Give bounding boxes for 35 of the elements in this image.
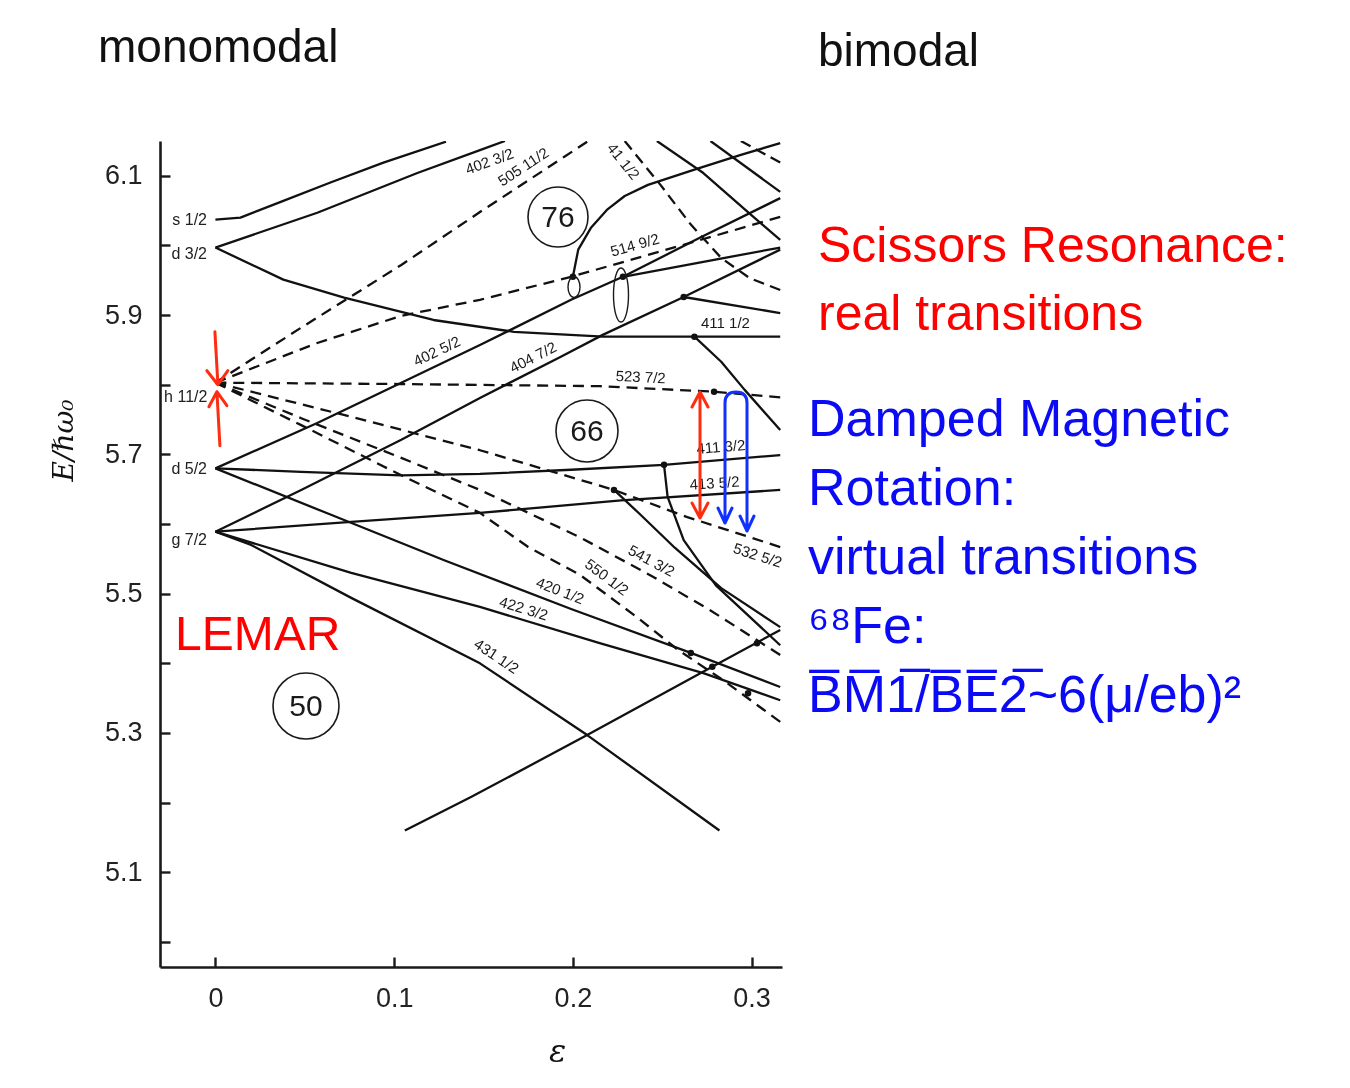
text: 41 1/2 xyxy=(603,139,644,183)
text: Scissors Resonance: real transitions xyxy=(818,217,1288,341)
annotation: h 11/2 xyxy=(164,387,208,405)
text: monomodal xyxy=(98,20,339,72)
y-tick-label: 6.1 xyxy=(104,160,143,191)
annotation: 50 xyxy=(289,689,323,722)
annotation: s 1/2 xyxy=(172,211,208,228)
x-axis-title: ε xyxy=(548,1031,567,1070)
y-tick-label: 5.9 xyxy=(104,299,143,330)
text: 514 9/2 xyxy=(608,229,662,260)
text: 402 5/2 xyxy=(410,332,463,370)
x-tick-label: 0 xyxy=(208,982,224,1013)
text: 541 3/2 xyxy=(625,541,678,580)
annotation: g 7/2 xyxy=(171,531,208,548)
text: 431 1/2 xyxy=(471,634,523,677)
annotation: d 5/2 xyxy=(171,460,208,477)
y-tick-label: 5.5 xyxy=(104,578,143,609)
x-tick-label: 0.3 xyxy=(733,982,771,1013)
annotation: LEMAR xyxy=(175,607,341,660)
text: 532 5/2 xyxy=(731,539,785,571)
text: bimodal xyxy=(818,24,980,76)
y-tick-label: 5.7 xyxy=(104,438,143,469)
y-axis-title: E/ℏω₀ xyxy=(46,399,80,483)
annotation: d 3/2 xyxy=(171,245,208,262)
annotation: 66 xyxy=(570,414,604,447)
series-label: 411 1/2 xyxy=(700,313,750,331)
y-tick-label: 5.3 xyxy=(104,717,143,748)
text: Damped Magnetic Rotation: virtual transitions ⁶⁸Fe: B̅M̅1̅/B̅E̅2̅~6(μ/eb)² xyxy=(808,389,1242,723)
series-label: 523 7/2 xyxy=(615,366,667,387)
x-tick-label: 0.2 xyxy=(554,982,593,1013)
y-tick-label: 5.1 xyxy=(104,856,143,887)
text: 422 3/2 xyxy=(497,592,551,624)
annotation: 76 xyxy=(541,200,575,233)
text: 404 7/2 xyxy=(506,338,559,376)
x-tick-label: 0.1 xyxy=(375,982,414,1013)
